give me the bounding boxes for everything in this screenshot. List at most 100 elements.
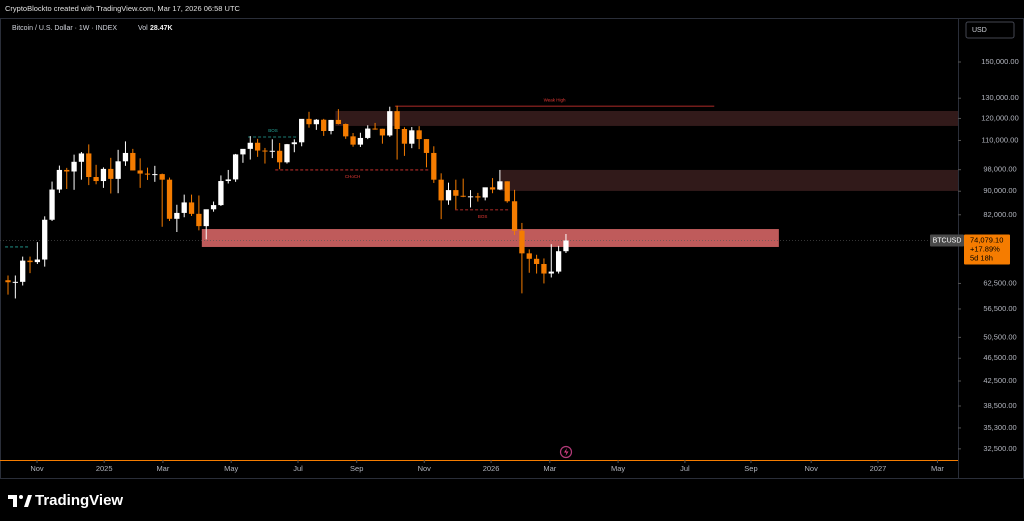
header-bar bbox=[0, 0, 1024, 18]
x-tick-label: Nov bbox=[804, 464, 818, 473]
y-tick-label: 56,500.00 bbox=[983, 304, 1016, 313]
y-tick-label: 32,500.00 bbox=[983, 444, 1016, 453]
candle-body bbox=[343, 123, 349, 137]
y-tick-label: 110,000.00 bbox=[982, 135, 1019, 144]
candle-body bbox=[453, 190, 459, 196]
candle-body bbox=[166, 179, 173, 219]
candle-body bbox=[12, 281, 18, 283]
x-tick-label: Nov bbox=[418, 464, 432, 473]
x-tick-label: Nov bbox=[30, 464, 44, 473]
level-label: CHoCH bbox=[345, 174, 361, 179]
candle-body bbox=[409, 130, 415, 144]
candle-body bbox=[328, 119, 334, 131]
candle-body bbox=[254, 142, 261, 151]
zone bbox=[335, 110, 959, 126]
y-tick-label: 35,300.00 bbox=[983, 423, 1016, 432]
level-label: BOS bbox=[478, 214, 488, 219]
candle-body bbox=[299, 118, 305, 143]
candle-body bbox=[431, 152, 437, 180]
chart-frame bbox=[0, 18, 1024, 479]
x-tick-label: 2025 bbox=[96, 464, 113, 473]
currency[interactable]: USD bbox=[972, 27, 987, 34]
candle-body bbox=[225, 179, 231, 182]
y-tick-label: 98,000.00 bbox=[983, 165, 1016, 174]
candle-body bbox=[137, 170, 143, 174]
candle-body bbox=[335, 119, 342, 124]
candle-body bbox=[34, 259, 41, 263]
currency-box[interactable] bbox=[965, 21, 1015, 39]
candle-body bbox=[115, 161, 121, 179]
y-tick-label: 42,500.00 bbox=[983, 376, 1016, 385]
candle-body bbox=[313, 119, 319, 125]
candle-body bbox=[365, 128, 371, 138]
candle-body bbox=[152, 174, 158, 176]
candle-body bbox=[387, 111, 393, 136]
candle-body bbox=[86, 153, 92, 178]
x-tick-label: Sep bbox=[350, 464, 363, 473]
volume-value: 28.47K bbox=[150, 25, 173, 32]
candle-body bbox=[262, 150, 268, 152]
y-tick-label: 120,000.00 bbox=[981, 113, 1019, 122]
candle-body bbox=[232, 154, 239, 180]
x-tick-label: Sep bbox=[744, 464, 757, 473]
candle-body bbox=[93, 177, 99, 182]
y-tick-label: 90,000.00 bbox=[983, 186, 1016, 195]
level-label: Weak High bbox=[544, 97, 566, 102]
candle-body bbox=[122, 152, 129, 162]
candle-body bbox=[357, 137, 364, 145]
x-tick-label: 2027 bbox=[870, 464, 887, 473]
candle-body bbox=[563, 240, 569, 252]
candle-body bbox=[71, 161, 77, 172]
candle-body bbox=[181, 202, 187, 213]
candle-body bbox=[218, 181, 224, 206]
x-tick-label: 2026 bbox=[483, 464, 500, 473]
candle-body bbox=[555, 251, 562, 272]
candle-body bbox=[438, 179, 444, 201]
x-tick-label: Jul bbox=[293, 464, 303, 473]
candle-body bbox=[240, 148, 246, 155]
candle-body bbox=[475, 196, 481, 198]
volume-label: Vol bbox=[138, 25, 148, 32]
candle-body bbox=[130, 152, 136, 171]
y-tick-label: 62,500.00 bbox=[983, 278, 1016, 287]
y-tick-label: 38,500.00 bbox=[983, 401, 1016, 410]
symbol-title: Bitcoin / U.S. Dollar · 1W · INDEX bbox=[12, 25, 117, 32]
candle-body bbox=[306, 118, 312, 125]
candle-body bbox=[269, 150, 275, 152]
candle-body bbox=[416, 130, 422, 140]
candle-body bbox=[445, 190, 452, 201]
zone bbox=[499, 169, 958, 191]
candle-body bbox=[372, 128, 378, 130]
candle-body bbox=[144, 173, 151, 175]
candle-body bbox=[64, 169, 70, 172]
candle-body bbox=[49, 189, 55, 220]
candle-body bbox=[203, 209, 209, 227]
candle-body bbox=[497, 181, 503, 190]
attribution: CryptoBlockto created with TradingView.c… bbox=[5, 4, 241, 13]
x-tick-label: Mar bbox=[931, 464, 944, 473]
x-tick-label: May bbox=[224, 464, 238, 473]
x-tick-label: May bbox=[611, 464, 625, 473]
candle-body bbox=[526, 253, 532, 259]
candle-body bbox=[548, 271, 554, 274]
candle-body bbox=[56, 169, 63, 190]
candle-body bbox=[42, 219, 48, 260]
candle-body bbox=[350, 136, 356, 145]
candle-body bbox=[188, 202, 195, 214]
brand: TradingView bbox=[35, 492, 123, 509]
candle-body bbox=[321, 119, 327, 131]
y-tick-label: 50,500.00 bbox=[983, 332, 1016, 341]
x-tick-label: Jul bbox=[680, 464, 690, 473]
price-label: 74,079.10 bbox=[970, 235, 1003, 244]
candle-body bbox=[379, 128, 386, 136]
candle-body bbox=[394, 111, 400, 129]
candle-body bbox=[541, 263, 547, 274]
candle-body bbox=[247, 142, 253, 149]
candle-body bbox=[533, 258, 540, 264]
candle-body bbox=[401, 128, 408, 144]
candle-body bbox=[20, 260, 26, 282]
symbol-label: BTCUSD bbox=[933, 237, 962, 244]
candle-body bbox=[504, 181, 510, 202]
change-label: +17.89% bbox=[970, 244, 1000, 253]
